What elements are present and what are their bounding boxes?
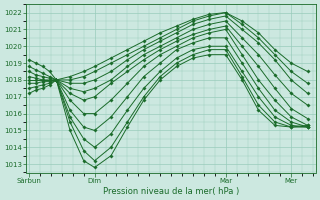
X-axis label: Pression niveau de la mer( hPa ): Pression niveau de la mer( hPa ) (103, 187, 239, 196)
